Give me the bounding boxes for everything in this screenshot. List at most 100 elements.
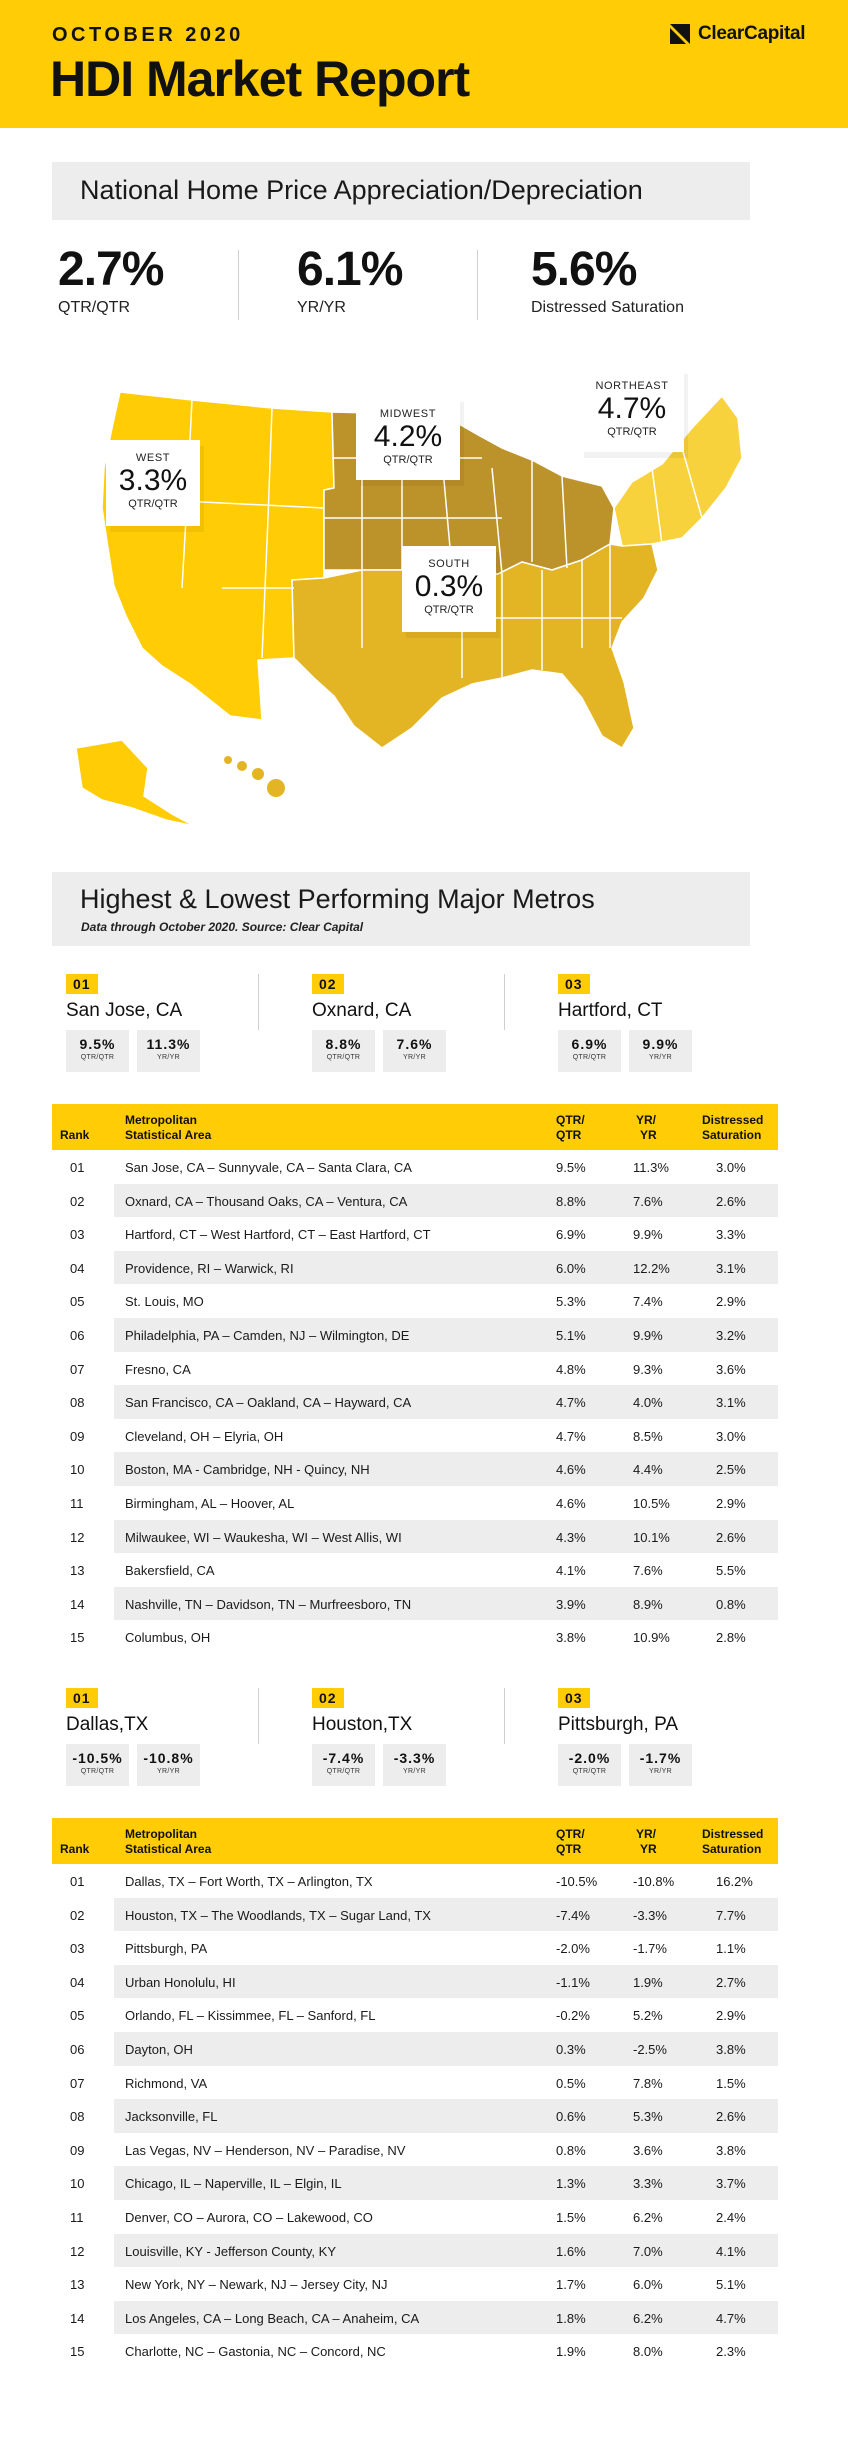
table-row: 13 New York, NY – Newark, NJ – Jersey Cit…: [52, 2267, 778, 2301]
metro-area-cell: Fresno, CA: [125, 1361, 191, 1377]
stat-qtr-value: 2.7%: [58, 243, 164, 296]
region-name: WEST: [135, 452, 171, 464]
metro-area-cell: Birmingham, AL – Hoover, AL: [125, 1495, 295, 1511]
distressed-cell: 4.1%: [716, 2243, 746, 2259]
distressed-cell: 2.5%: [716, 1462, 746, 1478]
yr-cell: 1.9%: [633, 1974, 663, 1990]
col-rank: Rank: [60, 1128, 90, 1142]
metro-area-cell: Louisville, KY - Jefferson County, KY: [125, 2243, 336, 2259]
table-row: 01 Dallas, TX – Fort Worth, TX – Arlingto…: [52, 1864, 778, 1898]
metro-area-cell: Las Vegas, NV – Henderson, NV – Paradise…: [125, 2142, 406, 2158]
metro-area-cell: Nashville, TN – Davidson, TN – Murfreesb…: [125, 1596, 412, 1612]
row-stripe: [114, 1452, 778, 1486]
stat-divider: [238, 250, 239, 320]
table-row: 10 Chicago, IL – Naperville, IL – Elgin, …: [52, 2166, 778, 2200]
qtr-cell: 4.3%: [556, 1529, 586, 1545]
rank-cell: 08: [70, 2109, 85, 2125]
yr-cell: 6.2%: [633, 2209, 663, 2225]
table-row: 05 St. Louis, MO 5.3% 7.4% 2.9%: [52, 1284, 778, 1318]
col-qtr-2: QTR: [556, 1128, 582, 1142]
metro-area-cell: San Francisco, CA – Oakland, CA – Haywar…: [125, 1395, 412, 1411]
rank-cell: 14: [70, 2310, 85, 2326]
distressed-cell: 1.1%: [716, 1941, 746, 1957]
rank-cell: 10: [70, 2176, 85, 2192]
table-row: 15 Columbus, OH 3.8% 10.9% 2.8%: [52, 1620, 778, 1654]
qtr-pill: 8.8% QTR/QTR: [312, 1030, 375, 1072]
table-row: 08 San Francisco, CA – Oakland, CA – Hayw…: [52, 1385, 778, 1419]
national-section-banner: National Home Price Appreciation/Depreci…: [52, 162, 750, 220]
qtr-cell: -1.1%: [556, 1974, 590, 1990]
top-metro-card-1: 01 San Jose, CA 9.5% QTR/QTR 11.3% YR/YR: [66, 974, 200, 1072]
top-metro-card-3: 03 Hartford, CT 6.9% QTR/QTR 9.9% YR/YR: [558, 974, 692, 1072]
table-row: 03 Hartford, CT – West Hartford, CT – Eas…: [52, 1217, 778, 1251]
yr-cell: 9.9%: [633, 1227, 663, 1243]
metro-area-cell: Bakersfield, CA: [125, 1563, 215, 1579]
col-area-1: Metropolitan: [125, 1113, 197, 1127]
row-stripe: [114, 1897, 778, 1932]
card-divider: [258, 974, 259, 1030]
row-stripe: [114, 1183, 778, 1218]
distressed-cell: 1.5%: [716, 2075, 746, 2091]
metros-section-title: Highest & Lowest Performing Major Metros: [80, 884, 595, 914]
region-name: MIDWEST: [379, 408, 437, 420]
table-row: 03 Pittsburgh, PA -2.0% -1.7% 1.1%: [52, 1931, 778, 1965]
metro-area-cell: Dallas, TX – Fort Worth, TX – Arlington,…: [125, 1874, 373, 1889]
qtr-cell: 4.1%: [556, 1563, 586, 1579]
yr-value: 11.3%: [146, 1036, 191, 1052]
yr-cell: 7.8%: [633, 2075, 663, 2091]
col-dist-1: Distressed: [702, 1113, 764, 1127]
yr-cell: 3.6%: [633, 2142, 663, 2158]
metro-area-cell: New York, NY – Newark, NJ – Jersey City,…: [125, 2277, 388, 2293]
table-row: 04 Urban Honolulu, HI -1.1% 1.9% 2.7%: [52, 1964, 778, 1999]
yr-value: 9.9%: [642, 1036, 679, 1052]
yr-cell: 7.6%: [633, 1193, 663, 1209]
distressed-cell: 3.3%: [716, 1227, 746, 1243]
qtr-cell: 4.7%: [556, 1428, 586, 1444]
region-value: 4.2%: [373, 420, 443, 453]
stat-divider: [477, 250, 478, 320]
metros-section-subtitle: Data through October 2020. Source: Clear…: [81, 920, 364, 934]
us-regions-map: WEST 3.3% QTR/QTR MIDWEST 4.2% QTR/QTR N…: [62, 348, 752, 828]
table-row: 07 Richmond, VA 0.5% 7.8% 1.5%: [52, 2066, 778, 2100]
qtr-value: 9.5%: [79, 1036, 116, 1052]
table-row: 10 Boston, MA - Cambridge, NH - Quincy, N…: [52, 1452, 778, 1486]
rank-cell: 15: [70, 1630, 85, 1646]
stat-distressed-value: 5.6%: [531, 243, 637, 296]
distressed-cell: 2.4%: [716, 2209, 746, 2225]
metro-area-cell: Columbus, OH: [125, 1630, 211, 1646]
table-body: 01 Dallas, TX – Fort Worth, TX – Arlingto…: [52, 1864, 778, 2368]
yr-cell: -10.8%: [633, 1874, 675, 1889]
yr-cell: -3.3%: [633, 1907, 667, 1923]
report-date: OCTOBER 2020: [52, 24, 244, 46]
yr-value: -10.8%: [143, 1750, 194, 1766]
region-card-south: SOUTH 0.3% QTR/QTR: [402, 546, 496, 632]
region-name: NORTHEAST: [595, 380, 669, 392]
metro-area-cell: Charlotte, NC – Gastonia, NC – Concord, …: [125, 2344, 386, 2360]
metro-area-cell: Cleveland, OH – Elyria, OH: [125, 1428, 284, 1444]
rank-badge: 01: [66, 974, 98, 994]
qtr-label: QTR/QTR: [326, 1768, 361, 1775]
qtr-cell: 1.3%: [556, 2176, 586, 2192]
col-qtr-1: QTR/: [556, 1113, 585, 1127]
distressed-cell: 2.8%: [716, 1630, 746, 1646]
region-value: 3.3%: [118, 464, 188, 497]
rank-cell: 09: [70, 2142, 85, 2158]
yr-label: YR/YR: [157, 1768, 180, 1775]
qtr-pill: -7.4% QTR/QTR: [312, 1744, 375, 1786]
yr-cell: 8.5%: [633, 1428, 663, 1444]
qtr-cell: 4.8%: [556, 1361, 586, 1377]
metro-area-cell: Richmond, VA: [125, 2075, 208, 2091]
yr-label: YR/YR: [649, 1054, 672, 1061]
distressed-cell: 5.1%: [716, 2277, 746, 2293]
qtr-pill: 6.9% QTR/QTR: [558, 1030, 621, 1072]
yr-cell: 8.0%: [633, 2344, 663, 2360]
qtr-cell: 3.8%: [556, 1630, 586, 1646]
metro-area-cell: Milwaukee, WI – Waukesha, WI – West Alli…: [125, 1529, 402, 1545]
yr-value: -1.7%: [639, 1750, 682, 1766]
highest-metros-table: Rank Metropolitan Statistical Area QTR/ …: [52, 1104, 778, 1654]
distressed-cell: 2.9%: [716, 1294, 746, 1310]
region-period: QTR/QTR: [607, 426, 657, 438]
row-stripe: [114, 2233, 778, 2268]
metro-area-cell: Hartford, CT – West Hartford, CT – East …: [125, 1227, 431, 1243]
row-stripe: [114, 1250, 778, 1285]
